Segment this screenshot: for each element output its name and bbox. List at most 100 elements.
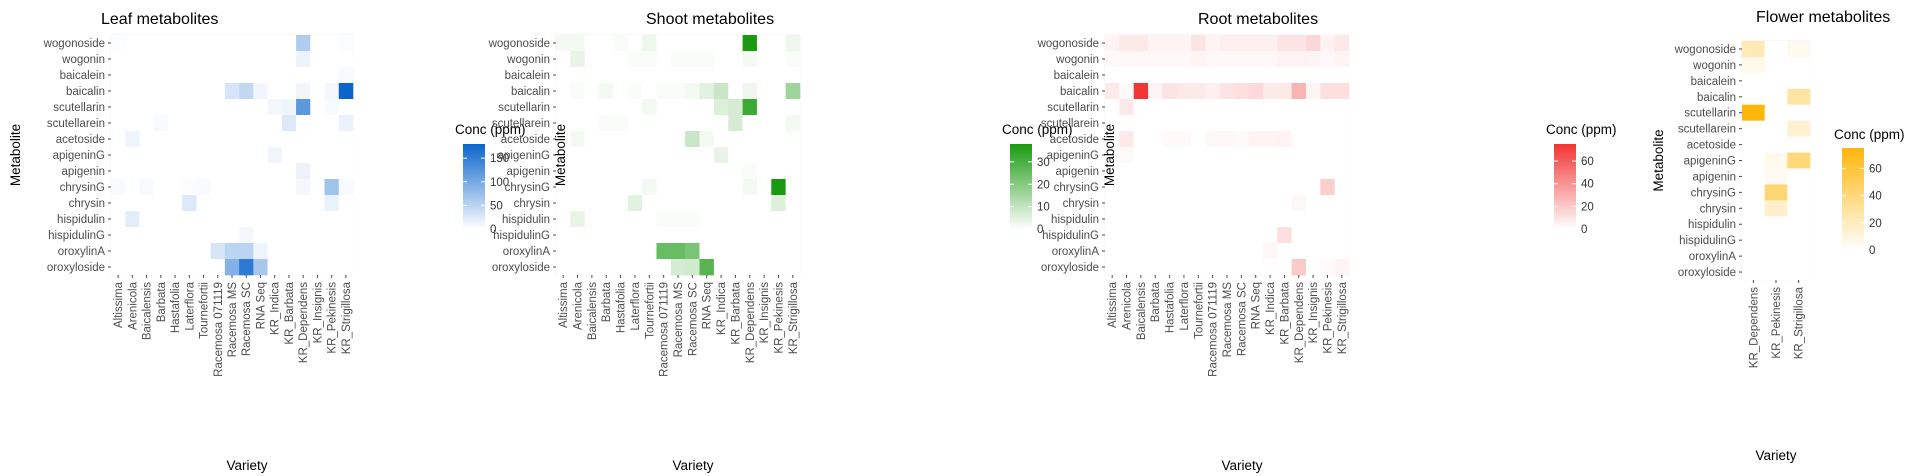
heatmap-cell bbox=[627, 163, 643, 180]
y-tick-label: scutellarein bbox=[492, 118, 550, 130]
heatmap-cell bbox=[1133, 83, 1149, 100]
heatmap-cell bbox=[253, 243, 268, 260]
heatmap-cell bbox=[1133, 259, 1149, 276]
heatmap-cell bbox=[1277, 259, 1292, 276]
colorbar-tick-label: 40 bbox=[1869, 191, 1882, 203]
heatmap-cell bbox=[153, 211, 169, 228]
heatmap-cell bbox=[570, 243, 585, 260]
heatmap-cell bbox=[713, 243, 729, 260]
y-tick-label: oroxylinA bbox=[1052, 246, 1100, 258]
heatmap-cell bbox=[1787, 184, 1811, 201]
heatmap-cell bbox=[1176, 227, 1192, 244]
y-tick-label: oroxyloside bbox=[1678, 267, 1736, 279]
colorbar bbox=[463, 144, 485, 229]
colorbar-tick-label: 60 bbox=[1869, 163, 1882, 175]
heatmap-cell bbox=[599, 35, 614, 52]
heatmap-cell bbox=[1291, 195, 1307, 212]
heatmap-cell bbox=[125, 147, 140, 164]
heatmap-cell bbox=[742, 211, 758, 228]
colorbar-tick-label: 150 bbox=[490, 153, 509, 165]
heatmap-cell bbox=[125, 51, 140, 68]
heatmap-cell bbox=[182, 99, 197, 116]
y-tick-label: hispidulin bbox=[1051, 214, 1099, 226]
heatmap-cell bbox=[167, 35, 183, 52]
heatmap-cell bbox=[1234, 211, 1249, 228]
y-tick-label: apigenin bbox=[1693, 171, 1736, 183]
heatmap-cell bbox=[584, 99, 600, 116]
x-tick-label: KR_Strigillosa bbox=[788, 281, 800, 354]
heatmap-cell bbox=[1176, 99, 1192, 116]
heatmap-cell bbox=[699, 195, 715, 212]
heatmap-cell bbox=[1248, 35, 1264, 52]
heatmap-cell bbox=[685, 67, 700, 84]
heatmap-cell bbox=[1105, 131, 1120, 148]
heatmap-cell bbox=[1764, 104, 1788, 121]
heatmap-cell bbox=[1334, 163, 1350, 180]
heatmap-cell bbox=[139, 179, 155, 196]
heatmap-cell bbox=[1764, 88, 1788, 106]
heatmap-cell bbox=[656, 195, 672, 212]
heatmap-cell bbox=[1277, 211, 1292, 228]
heatmap-cell bbox=[1105, 243, 1120, 260]
heatmap-cell bbox=[785, 83, 801, 100]
heatmap-cell bbox=[1105, 211, 1120, 228]
y-tick-label: chrysin bbox=[514, 198, 550, 210]
heatmap-cell bbox=[111, 179, 126, 196]
heatmap-cell bbox=[125, 131, 140, 148]
heatmap-cell bbox=[613, 259, 629, 276]
heatmap-cell bbox=[1191, 51, 1206, 68]
heatmap-cell bbox=[771, 99, 786, 116]
heatmap-cell bbox=[1248, 211, 1264, 228]
y-tick-label: baicalein bbox=[1054, 70, 1099, 82]
heatmap-cell bbox=[656, 83, 672, 100]
heatmap-cell bbox=[1234, 147, 1249, 164]
heatmap-cell bbox=[1320, 211, 1335, 228]
heatmap-cell bbox=[1320, 131, 1335, 148]
heatmap-cell bbox=[756, 243, 772, 260]
heatmap-cell bbox=[111, 163, 126, 180]
heatmap-cell bbox=[1191, 35, 1206, 52]
heatmap-cell bbox=[125, 179, 140, 196]
heatmap-cell bbox=[210, 243, 226, 260]
heatmap-cell bbox=[125, 83, 140, 100]
heatmap-cell bbox=[670, 147, 686, 164]
heatmap-cell bbox=[139, 227, 155, 244]
heatmap-cell bbox=[139, 83, 155, 100]
heatmap-cell bbox=[153, 179, 169, 196]
heatmap-cell bbox=[139, 259, 155, 276]
heatmap-cell bbox=[642, 227, 657, 244]
heatmap-cell bbox=[1191, 211, 1206, 228]
heatmap-cell bbox=[167, 259, 183, 276]
heatmap-cell bbox=[713, 51, 729, 68]
heatmap-cell bbox=[1205, 115, 1221, 132]
y-tick-label: wogonoside bbox=[43, 38, 105, 50]
heatmap-cell bbox=[338, 163, 354, 180]
heatmap-cell bbox=[111, 211, 126, 228]
y-tick-label: scutellarin bbox=[1684, 108, 1736, 120]
heatmap-cell bbox=[1305, 83, 1321, 100]
y-tick-label: oroxyloside bbox=[492, 262, 550, 274]
heatmap-cell bbox=[310, 243, 325, 260]
heatmap-cell bbox=[1334, 115, 1350, 132]
heatmap-cell bbox=[1162, 195, 1178, 212]
heatmap-cell bbox=[1262, 131, 1278, 148]
heatmap-cell bbox=[210, 131, 226, 148]
heatmap-cell bbox=[1742, 56, 1765, 74]
heatmap-cell bbox=[1305, 195, 1321, 212]
heatmap-cell bbox=[1764, 56, 1788, 74]
heatmap-cell bbox=[1787, 232, 1811, 249]
heatmap-cell bbox=[584, 83, 600, 100]
x-tick-label: Laterflora bbox=[184, 281, 196, 330]
heatmap-cell bbox=[1205, 67, 1221, 84]
heatmap-cell bbox=[642, 115, 657, 132]
heatmap-cell bbox=[570, 147, 585, 164]
heatmap-cell bbox=[1248, 179, 1264, 196]
heatmap-cell bbox=[570, 99, 585, 116]
heatmap-cell bbox=[1787, 56, 1811, 74]
heatmap-cell bbox=[1133, 163, 1149, 180]
heatmap-cell bbox=[1320, 179, 1335, 196]
heatmap-cell bbox=[1119, 179, 1134, 196]
heatmap-cell bbox=[1119, 83, 1134, 100]
heatmap-cell bbox=[756, 259, 772, 276]
heatmap-cell bbox=[556, 179, 571, 196]
